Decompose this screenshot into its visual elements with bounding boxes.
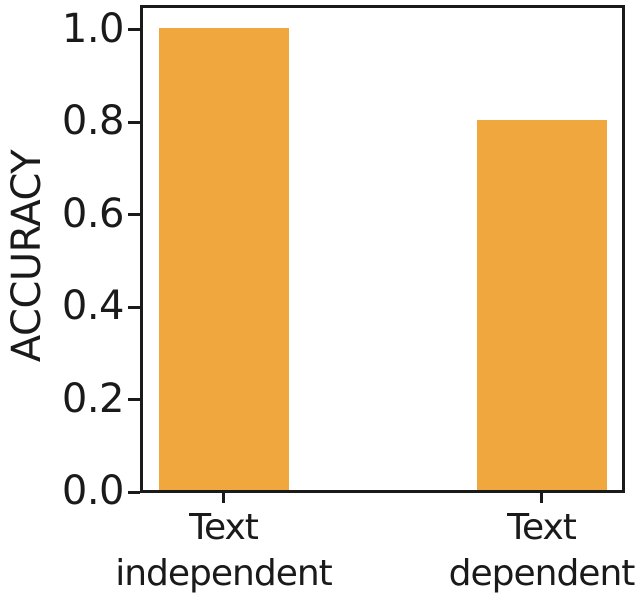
y-tick-label: 1.0 bbox=[61, 5, 125, 52]
y-tick-mark bbox=[128, 213, 140, 217]
plot-area bbox=[140, 5, 625, 493]
y-tick-label: 0.8 bbox=[61, 98, 125, 145]
y-tick-mark bbox=[128, 398, 140, 402]
y-tick-mark bbox=[128, 305, 140, 309]
y-axis-label: ACCURACY bbox=[4, 149, 50, 363]
y-tick-label: 0.6 bbox=[61, 190, 125, 237]
x-tick-label: Text dependent bbox=[448, 507, 636, 594]
y-tick-mark bbox=[128, 120, 140, 124]
y-tick-label: 0.4 bbox=[61, 283, 125, 330]
y-tick-mark bbox=[128, 490, 140, 494]
bar-text-dependent bbox=[476, 120, 607, 490]
x-tick-mark bbox=[540, 493, 543, 503]
y-tick-label: 0.0 bbox=[61, 468, 125, 515]
y-tick-mark bbox=[128, 28, 140, 32]
x-tick-label: Text independent bbox=[115, 507, 333, 594]
bar-text-independent bbox=[158, 27, 289, 490]
x-tick-mark bbox=[222, 493, 225, 503]
y-tick-label: 0.2 bbox=[61, 375, 125, 422]
